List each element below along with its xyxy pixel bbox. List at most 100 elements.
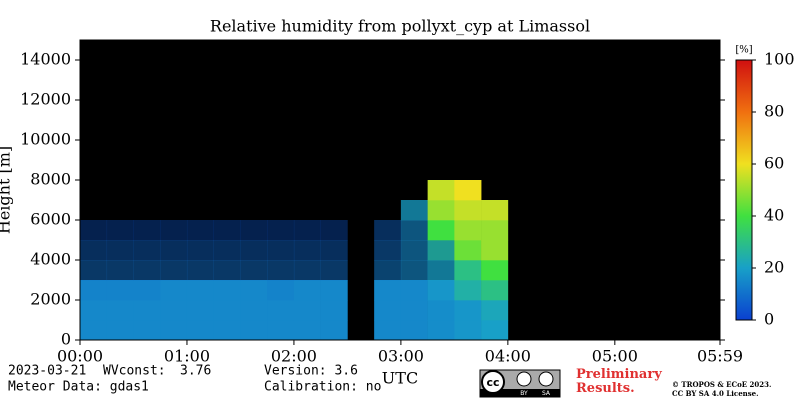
- cell: [186, 280, 215, 301]
- x-tick-label: 02:00: [271, 347, 317, 366]
- cell: [240, 320, 268, 341]
- x-tick-label: 00:00: [57, 347, 103, 366]
- cell: [186, 260, 215, 281]
- cell: [400, 200, 428, 221]
- cell: [186, 240, 215, 261]
- cell: [427, 200, 455, 221]
- cell: [133, 280, 161, 301]
- cell: [374, 320, 402, 341]
- cell: [267, 280, 295, 301]
- colorbar: [735, 59, 753, 321]
- colorbar-label: [%]: [735, 45, 752, 56]
- cell: [293, 220, 321, 241]
- cell: [213, 300, 241, 321]
- meteor: Meteor Data: gdas1: [8, 380, 149, 395]
- cell: [186, 220, 215, 241]
- cell: [454, 200, 482, 221]
- cell: [106, 240, 134, 261]
- cell: [240, 220, 268, 241]
- cell: [133, 320, 161, 341]
- version: Version: 3.6: [264, 364, 358, 379]
- cell: [374, 260, 402, 281]
- chart-title: Relative humidity from pollyxt_cyp at Li…: [210, 17, 590, 36]
- x-tick-label: 01:00: [164, 347, 210, 366]
- cell: [267, 300, 295, 321]
- cell: [106, 320, 134, 341]
- y-tick-label: 4000: [30, 250, 71, 269]
- cell: [454, 280, 482, 301]
- cell: [160, 300, 188, 321]
- cell: [481, 300, 509, 321]
- cell: [267, 260, 295, 281]
- cell: [106, 260, 134, 281]
- cell: [80, 300, 108, 321]
- cell: [320, 280, 348, 301]
- cell: [293, 260, 321, 281]
- cell: [400, 220, 428, 241]
- wv-label: WVconst:: [103, 364, 166, 379]
- cell: [454, 320, 482, 341]
- cell: [481, 220, 509, 241]
- cell: [320, 320, 348, 341]
- cell: [481, 240, 509, 261]
- cell: [186, 320, 215, 341]
- y-tick-label: 2000: [30, 290, 71, 309]
- y-tick-label: 8000: [30, 170, 71, 189]
- copyright: © TROPOS & ECoE 2023.: [672, 380, 771, 389]
- cell: [133, 300, 161, 321]
- cell: [400, 300, 428, 321]
- cell: [454, 300, 482, 321]
- x-tick-label: 05:00: [592, 347, 638, 366]
- cell: [320, 260, 348, 281]
- cell: [400, 280, 428, 301]
- cell: [427, 220, 455, 241]
- cell: [374, 240, 402, 261]
- plot-frame: [79, 39, 721, 341]
- cell: [427, 320, 455, 341]
- cell: [106, 300, 134, 321]
- cell: [454, 180, 482, 201]
- colorbar-tick-label: 0: [764, 310, 774, 329]
- y-axis-label: Height [m]: [0, 146, 14, 234]
- cell: [427, 260, 455, 281]
- y-tick-label: 14000: [20, 50, 71, 69]
- cell: [160, 260, 188, 281]
- cell: [160, 240, 188, 261]
- cell: [293, 300, 321, 321]
- cell: [374, 220, 402, 241]
- cell: [427, 180, 455, 201]
- cell: [374, 280, 402, 301]
- cell: [481, 320, 509, 341]
- cell: [400, 260, 428, 281]
- license: CC BY SA 4.0 License.: [672, 389, 759, 398]
- cell: [240, 260, 268, 281]
- preliminary-box: Preliminary Results.: [576, 368, 662, 396]
- cell: [133, 240, 161, 261]
- cell: [481, 260, 509, 281]
- cell: [80, 240, 108, 261]
- cell: [454, 260, 482, 281]
- cell: [186, 300, 215, 321]
- badge-by: BY: [520, 390, 528, 397]
- cell: [160, 320, 188, 341]
- cell: [240, 280, 268, 301]
- cell: [427, 240, 455, 261]
- colorbar-tick-label: 40: [764, 206, 784, 225]
- cell: [240, 300, 268, 321]
- cell: [481, 280, 509, 301]
- license-badge: cc BY SA: [479, 369, 561, 398]
- cell: [213, 220, 241, 241]
- cell: [320, 220, 348, 241]
- cell: [160, 280, 188, 301]
- cell: [213, 320, 241, 341]
- cell: [106, 280, 134, 301]
- cell: [213, 260, 241, 281]
- cell: [267, 240, 295, 261]
- colorbar-tick-label: 60: [764, 154, 784, 173]
- x-tick-label: 04:00: [485, 347, 531, 366]
- cell: [213, 240, 241, 261]
- cell: [454, 220, 482, 241]
- cell: [374, 300, 402, 321]
- colorbar-tick-label: 80: [764, 102, 784, 121]
- cell: [106, 220, 134, 241]
